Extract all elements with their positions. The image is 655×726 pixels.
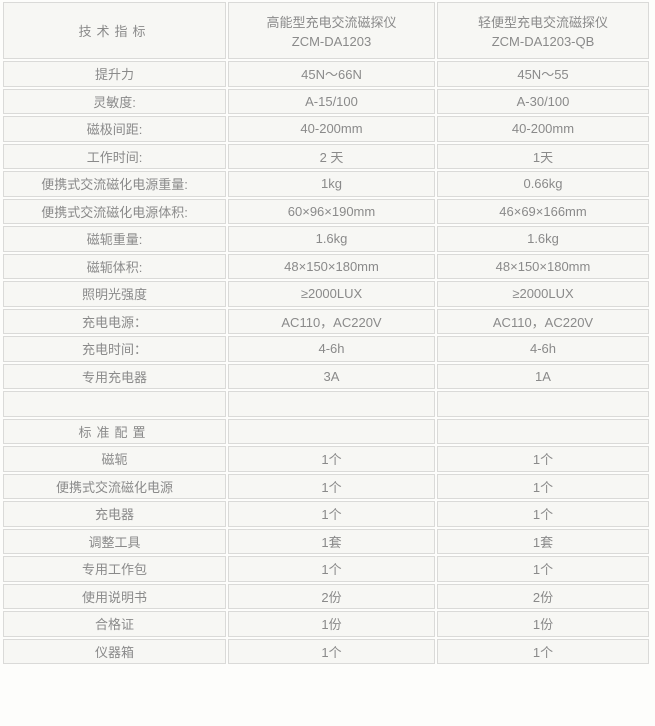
row-label: 磁轭体积: xyxy=(3,253,226,279)
row-value-product-1: 1个 xyxy=(228,446,435,472)
spec-table: 技术指标 高能型充电交流磁探仪 ZCM-DA1203 轻便型充电交流磁探仪 ZC… xyxy=(1,0,651,666)
row-value-product-2: 1个 xyxy=(437,556,649,582)
row-label: 照明光强度 xyxy=(3,281,226,307)
row-value-product-2: 1个 xyxy=(437,446,649,472)
row-value-product-1 xyxy=(228,391,435,417)
header-product-2: 轻便型充电交流磁探仪 ZCM-DA1203-QB xyxy=(437,2,649,59)
product-1-name: 高能型充电交流磁探仪 xyxy=(266,15,397,30)
row-value-product-1: ≥2000LUX xyxy=(228,281,435,307)
row-label: 充电器 xyxy=(3,501,226,527)
row-value-product-1: 1个 xyxy=(228,556,435,582)
row-label: 充电电源： xyxy=(3,308,226,334)
table-row: 磁轭 1个 1个 xyxy=(3,446,649,472)
row-label: 磁轭重量: xyxy=(3,226,226,252)
table-row: 专用充电器 3A 1A xyxy=(3,363,649,389)
row-value-product-1: 4-6h xyxy=(228,336,435,362)
row-value-product-2: 1天 xyxy=(437,143,649,169)
row-label xyxy=(3,391,226,417)
row-value-product-2: 46×69×166mm xyxy=(437,198,649,224)
row-value-product-1: 1.6kg xyxy=(228,226,435,252)
table-row: 便携式交流磁化电源体积: 60×96×190mm 46×69×166mm xyxy=(3,198,649,224)
table-row: 便携式交流磁化电源 1个 1个 xyxy=(3,473,649,499)
row-label: 灵敏度: xyxy=(3,88,226,114)
row-value-product-1: 48×150×180mm xyxy=(228,253,435,279)
table-row: 磁轭重量: 1.6kg 1.6kg xyxy=(3,226,649,252)
row-label: 使用说明书 xyxy=(3,583,226,609)
row-value-product-1: 1份 xyxy=(228,611,435,637)
row-value-product-1: AC110，AC220V xyxy=(228,308,435,334)
row-value-product-1: 1个 xyxy=(228,501,435,527)
row-value-product-1: 3A xyxy=(228,363,435,389)
row-label: 调整工具 xyxy=(3,528,226,554)
row-value-product-1: 45N～66N xyxy=(228,61,435,87)
row-value-product-1: 1套 xyxy=(228,528,435,554)
row-value-product-1: 60×96×190mm xyxy=(228,198,435,224)
row-label: 磁极间距: xyxy=(3,116,226,142)
row-value-product-1: 1个 xyxy=(228,473,435,499)
row-label: 标准配置 xyxy=(3,418,226,444)
row-value-product-2: A-30/100 xyxy=(437,88,649,114)
header-product-1: 高能型充电交流磁探仪 ZCM-DA1203 xyxy=(228,2,435,59)
table-row: 专用工作包 1个 1个 xyxy=(3,556,649,582)
row-value-product-2: ≥2000LUX xyxy=(437,281,649,307)
row-label: 专用充电器 xyxy=(3,363,226,389)
row-label: 专用工作包 xyxy=(3,556,226,582)
table-row: 灵敏度: A-15/100 A-30/100 xyxy=(3,88,649,114)
table-row: 使用说明书 2份 2份 xyxy=(3,583,649,609)
row-label: 合格证 xyxy=(3,611,226,637)
table-row: 工作时间: 2 天 1天 xyxy=(3,143,649,169)
row-value-product-2: 4-6h xyxy=(437,336,649,362)
row-value-product-2 xyxy=(437,418,649,444)
table-row: 调整工具 1套 1套 xyxy=(3,528,649,554)
product-2-name: 轻便型充电交流磁探仪 xyxy=(477,15,608,30)
row-value-product-2: 1个 xyxy=(437,638,649,664)
product-2-model: ZCM-DA1203-QB xyxy=(491,34,595,49)
row-label: 便携式交流磁化电源体积: xyxy=(3,198,226,224)
row-value-product-2: 0.66kg xyxy=(437,171,649,197)
row-value-product-2: 48×150×180mm xyxy=(437,253,649,279)
row-label: 充电时间： xyxy=(3,336,226,362)
table-row: 照明光强度 ≥2000LUX ≥2000LUX xyxy=(3,281,649,307)
row-value-product-1: 2 天 xyxy=(228,143,435,169)
product-1-model: ZCM-DA1203 xyxy=(291,34,372,49)
table-row: 仪器箱 1个 1个 xyxy=(3,638,649,664)
table-row: 磁极间距: 40-200mm 40-200mm xyxy=(3,116,649,142)
row-value-product-2: 2份 xyxy=(437,583,649,609)
row-value-product-2: 40-200mm xyxy=(437,116,649,142)
row-label: 便携式交流磁化电源重量: xyxy=(3,171,226,197)
row-value-product-2: AC110，AC220V xyxy=(437,308,649,334)
table-row: 便携式交流磁化电源重量: 1kg 0.66kg xyxy=(3,171,649,197)
row-value-product-1: 40-200mm xyxy=(228,116,435,142)
table-header-row: 技术指标 高能型充电交流磁探仪 ZCM-DA1203 轻便型充电交流磁探仪 ZC… xyxy=(3,2,649,59)
row-label: 仪器箱 xyxy=(3,638,226,664)
table-row xyxy=(3,391,649,417)
row-value-product-1: A-15/100 xyxy=(228,88,435,114)
row-value-product-1: 1kg xyxy=(228,171,435,197)
table-row: 充电时间： 4-6h 4-6h xyxy=(3,336,649,362)
table-row: 标准配置 xyxy=(3,418,649,444)
row-label: 工作时间: xyxy=(3,143,226,169)
row-value-product-2: 1个 xyxy=(437,501,649,527)
row-value-product-1: 2份 xyxy=(228,583,435,609)
header-tech-spec-label: 技术指标 xyxy=(3,2,226,59)
row-value-product-2: 1个 xyxy=(437,473,649,499)
table-row: 提升力 45N～66N 45N～55 xyxy=(3,61,649,87)
row-label: 提升力 xyxy=(3,61,226,87)
row-value-product-2: 45N～55 xyxy=(437,61,649,87)
spec-table-body: 提升力 45N～66N 45N～55 灵敏度: A-15/100 A-30/100 磁极间距… xyxy=(3,61,649,664)
table-row: 磁轭体积: 48×150×180mm 48×150×180mm xyxy=(3,253,649,279)
row-value-product-1: 1个 xyxy=(228,638,435,664)
row-value-product-1 xyxy=(228,418,435,444)
row-value-product-2 xyxy=(437,391,649,417)
table-row: 充电器 1个 1个 xyxy=(3,501,649,527)
row-label: 便携式交流磁化电源 xyxy=(3,473,226,499)
row-value-product-2: 1套 xyxy=(437,528,649,554)
row-value-product-2: 1A xyxy=(437,363,649,389)
table-row: 合格证 1份 1份 xyxy=(3,611,649,637)
table-row: 充电电源： AC110，AC220V AC110，AC220V xyxy=(3,308,649,334)
row-value-product-2: 1.6kg xyxy=(437,226,649,252)
row-value-product-2: 1份 xyxy=(437,611,649,637)
row-label: 磁轭 xyxy=(3,446,226,472)
